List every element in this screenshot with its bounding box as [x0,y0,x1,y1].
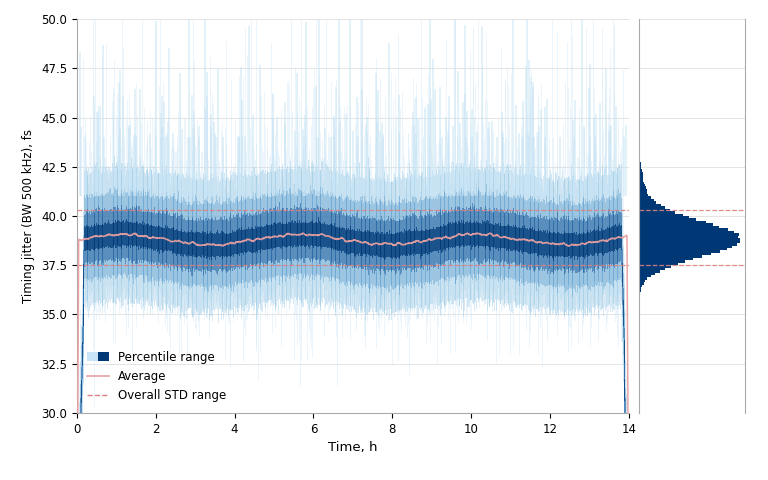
Bar [639,192,647,194]
Bar [639,174,643,177]
Bar [639,223,713,226]
Bar [639,214,683,216]
Bar [639,159,641,162]
Bar [639,167,641,169]
Bar [639,206,665,209]
Legend: Percentile range, Average, Overall STD range: Percentile range, Average, Overall STD r… [83,347,231,407]
Bar [639,172,643,174]
Bar [639,260,685,263]
Bar [639,238,740,240]
Bar [639,216,690,218]
Bar [639,196,651,199]
Bar [639,144,640,147]
Bar [639,164,641,167]
Bar [639,186,646,189]
Bar [639,211,675,214]
Bar [639,290,641,292]
Bar [639,201,656,204]
Bar [639,179,644,181]
Bar [639,255,702,258]
Bar [639,150,640,152]
Bar [639,277,647,280]
Bar [639,236,738,238]
Bar [639,184,645,186]
Bar [639,251,720,253]
Bar [639,280,645,282]
Bar [639,177,643,179]
Y-axis label: Timing jitter (BW 500 kHz), fs: Timing jitter (BW 500 kHz), fs [22,129,35,303]
Bar [639,288,641,290]
Bar [639,228,727,231]
Bar [639,275,651,277]
Bar [639,189,647,192]
Bar [639,240,740,243]
Bar [639,169,641,172]
Bar [639,226,720,228]
Bar [639,162,641,164]
Bar [639,243,737,245]
Bar [639,147,640,150]
Bar [639,253,711,255]
Bar [639,265,670,268]
Bar [639,292,640,295]
Bar [639,221,706,223]
Bar [639,181,644,184]
Bar [639,199,654,201]
Bar [639,245,733,248]
Bar [639,258,693,260]
Bar [639,218,696,221]
Bar [639,231,734,233]
Bar [639,248,727,251]
Bar [639,194,648,196]
Bar [639,233,739,236]
X-axis label: Time, h: Time, h [328,441,378,454]
Bar [639,209,670,211]
Bar [639,273,655,275]
Bar [639,285,642,288]
Bar [639,268,665,270]
Bar [639,155,641,157]
Bar [639,282,644,285]
Bar [639,204,661,206]
Bar [639,152,640,155]
Bar [639,270,660,273]
Bar [639,263,678,265]
Bar [639,157,641,159]
